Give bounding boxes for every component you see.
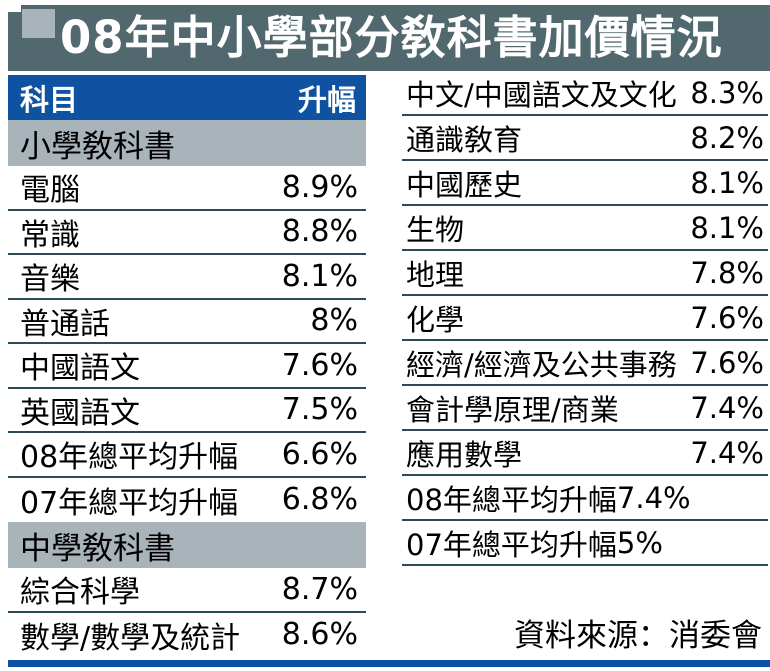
row-label: 化學 [406, 302, 465, 337]
table-row: 常識 8.8% [8, 211, 366, 255]
row-label: 中學敎科書 [20, 530, 175, 567]
table-row: 07年總平均升幅 5% [402, 521, 768, 566]
table-row: 生物 8.1% [402, 206, 768, 251]
row-label: 07年總平均升幅 [406, 527, 617, 562]
row-value: 8.6% [281, 617, 358, 653]
table-row: 英國語文 7.5% [8, 389, 366, 433]
row-label: 07年總平均升幅 [20, 485, 239, 521]
row-value: 6.6% [281, 436, 358, 472]
table-row: 中國語文 7.6% [8, 344, 366, 389]
row-value: 8.1% [690, 210, 764, 245]
row-label: 08年總平均升幅 [406, 482, 617, 517]
column-header-increase: 升幅 [297, 82, 356, 117]
row-value: 7.4% [690, 435, 764, 470]
table-row: 化學 7.6% [402, 296, 768, 341]
column-header-subject: 科目 [20, 82, 79, 117]
row-label: 小學敎科書 [20, 128, 175, 165]
row-value: 7.6% [281, 347, 358, 383]
row-label: 08年總平均升幅 [20, 440, 239, 476]
row-value: 7.8% [690, 255, 764, 290]
row-label: 中國歷史 [406, 167, 523, 202]
row-value: 7.6% [690, 300, 764, 335]
row-value: 8.7% [281, 571, 358, 607]
page-title: 08年中小學部分敎科書加價情況 [60, 11, 723, 64]
row-value: 8.9% [281, 169, 358, 205]
row-label: 中國語文 [20, 351, 140, 387]
row-label: 會計學原理/商業 [406, 392, 619, 427]
row-value: 8.8% [281, 214, 358, 250]
table-row: 綜合科學 8.7% [8, 568, 366, 613]
table-row: 08年總平均升幅 6.6% [8, 433, 366, 478]
table-row: 數學/數學及統計 8.6% [8, 613, 366, 658]
table-row: 中國歷史 8.1% [402, 161, 768, 206]
row-value: 7.4% [616, 480, 691, 515]
data-source-caption: 資料來源：消委會 [514, 618, 762, 654]
row-label: 綜合科學 [20, 575, 140, 611]
row-value: 7.5% [281, 392, 358, 428]
row-value: 7.6% [690, 345, 764, 380]
row-label: 英國語文 [20, 395, 140, 431]
row-label: 經濟/經濟及公共事務 [406, 347, 677, 382]
table-row: 07年總平均升幅 6.8% [8, 478, 366, 523]
table-row: 通識敎育 8.2% [402, 116, 768, 161]
table-row: 應用數學 7.4% [402, 431, 768, 476]
title-decoration-square [22, 9, 55, 38]
row-value: 8.2% [690, 120, 764, 155]
row-label: 通識敎育 [406, 122, 523, 157]
row-label: 常識 [20, 217, 80, 253]
row-value: 5% [616, 525, 663, 560]
section-header-row: 小學敎科書 [8, 120, 366, 166]
right-table-rows: 中文/中國語文及文化 8.3% 通識敎育 8.2% 中國歷史 8.1% 生物 8… [402, 71, 768, 566]
row-label: 電腦 [20, 173, 80, 209]
table-row: 經濟/經濟及公共事務 7.6% [402, 341, 768, 386]
right-table: 中文/中國語文及文化 8.3% 通識敎育 8.2% 中國歷史 8.1% 生物 8… [402, 71, 768, 566]
table-row: 08年總平均升幅 7.4% [402, 476, 768, 521]
table-column-header: 科目 升幅 [8, 75, 366, 120]
table-row: 地理 7.8% [402, 251, 768, 296]
bottom-rule [8, 660, 770, 667]
row-value: 8.3% [690, 75, 764, 110]
table-row: 音樂 8.1% [8, 255, 366, 300]
row-value: 8.1% [690, 165, 764, 200]
section-header-row: 中學敎科書 [8, 522, 366, 568]
table-row: 普通話 8% [8, 300, 366, 344]
title-banner: 08年中小學部分敎科書加價情況 [8, 5, 770, 71]
row-label: 普通話 [20, 306, 110, 342]
row-value: 8.1% [281, 258, 358, 294]
row-value: 8% [310, 303, 358, 339]
row-value: 7.4% [690, 390, 764, 425]
table-row: 會計學原理/商業 7.4% [402, 386, 768, 431]
row-label: 地理 [406, 257, 465, 292]
left-table: 科目 升幅 小學敎科書 電腦 8.9% 常識 8.8% 音樂 8.1% 普通話 … [8, 75, 366, 657]
corner-notch [8, 5, 21, 12]
row-label: 中文/中國語文及文化 [406, 77, 677, 112]
row-label: 音樂 [20, 262, 80, 298]
row-label: 應用數學 [406, 437, 523, 472]
row-label: 數學/數學及統計 [20, 620, 241, 656]
row-label: 生物 [406, 212, 465, 247]
table-row: 中文/中國語文及文化 8.3% [402, 71, 768, 116]
table-row: 電腦 8.9% [8, 166, 366, 211]
left-table-rows: 小學敎科書 電腦 8.9% 常識 8.8% 音樂 8.1% 普通話 8% 中國語… [8, 120, 366, 657]
row-value: 6.8% [281, 482, 358, 518]
